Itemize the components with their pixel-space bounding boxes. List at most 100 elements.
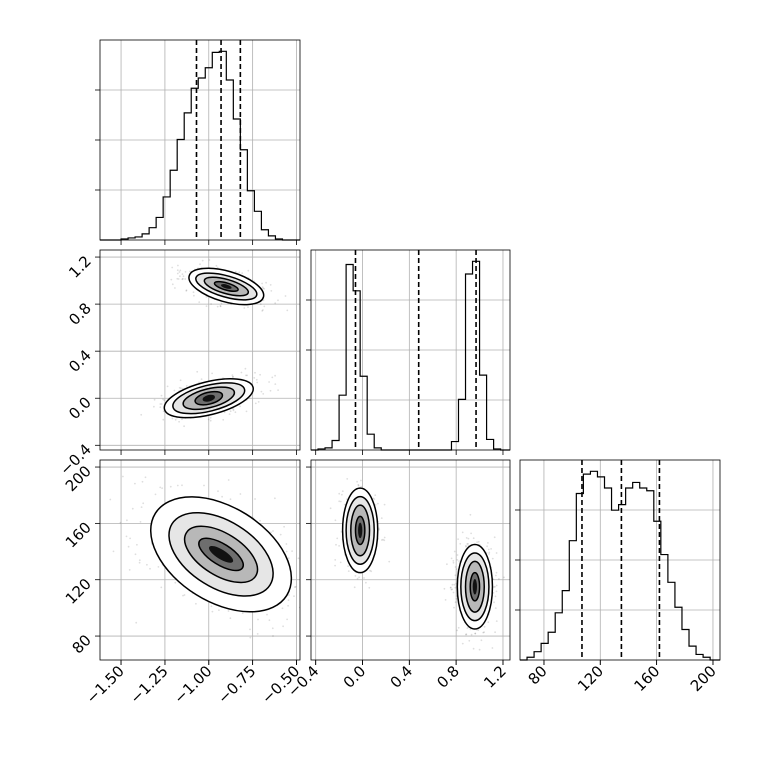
scatter-point [368,586,371,589]
scatter-point [176,269,179,272]
scatter-point [365,581,367,584]
scatter-point [452,561,455,564]
scatter-point [239,493,242,495]
scatter-point [472,537,475,540]
scatter-point [334,564,336,567]
scatter-point [271,376,274,379]
scatter-point [483,631,485,634]
scatter-point [324,628,326,630]
contour-level-2 [203,276,250,297]
scatter-point [171,266,174,269]
scatter-point [274,374,276,377]
scatter-point [483,625,486,628]
scatter-point [294,585,297,588]
scatter-point [370,570,373,573]
scatter-point [339,561,342,564]
panel-body [140,259,289,428]
x-tick-label: −0.75 [214,662,259,707]
scatter-point [469,628,472,631]
scatter-point [294,586,296,588]
scatter-point [358,576,360,579]
scatter-point [162,398,164,401]
scatter-point [253,377,256,379]
grid-lines [520,460,720,660]
scatter-point [241,612,244,615]
scatter-point [234,411,237,414]
scatter-point [271,627,274,630]
scatter-point [303,570,305,572]
scatter-point [372,497,375,500]
scatter-point [493,536,496,539]
scatter-point [454,601,457,604]
scatter-point [465,633,467,636]
scatter-point [249,628,251,631]
scatter-point [179,275,181,278]
scatter-point [283,525,285,528]
scatter-point [162,410,165,412]
scatter-point [234,270,237,273]
y-tick-label: 160 [62,518,95,551]
scatter-point [140,413,143,416]
scatter-point [452,591,455,594]
scatter-point [282,625,284,628]
scatter-point [360,479,362,482]
scatter-point [494,631,496,634]
scatter-point [279,533,282,536]
scatter-point [245,410,248,413]
scatter-point [466,543,469,545]
scatter-point [174,581,177,584]
scatter-point [373,498,376,500]
scatter-point [465,537,468,539]
panel-frame [99,249,301,451]
scatter-point [218,609,220,611]
scatter-point [491,557,494,560]
scatter-point [239,405,242,408]
scatter-point [232,408,235,411]
scatter-point [140,506,143,508]
scatter-point [173,389,176,392]
scatter-point [285,543,288,545]
scatter-point [184,271,187,273]
scatter-point [149,567,151,570]
scatter-point [286,618,288,621]
contour-level-3 [345,495,375,565]
scatter-point [363,577,365,579]
x-tick-label: 200 [687,662,720,695]
scatter-point [467,543,469,545]
scatter-point [185,289,188,291]
scatter-point [374,494,377,497]
scatter-point [245,374,247,377]
scatter-point [217,490,219,493]
scatter-point [227,610,230,612]
scatter-point [159,406,162,409]
scatter-panel-p1-vs-p2: −0.40.00.40.81.2 [56,249,301,479]
scatter-point [450,557,453,560]
scatter-point [455,568,458,570]
scatter-point [277,299,279,302]
scatter-point [357,483,360,486]
scatter-point [335,543,337,546]
scatter-point [183,594,186,596]
contour-level-4 [456,543,494,630]
scatter-point [272,635,274,637]
density-peak [208,545,234,563]
scatter-point [174,287,176,289]
scatter-point [470,633,473,636]
scatter-point [453,550,456,553]
scatter-point [456,554,459,556]
scatter-point [183,425,186,428]
scatter-point [215,264,218,267]
scatter-point [474,632,477,635]
scatter-point [495,552,498,554]
scatter-point [453,583,456,586]
scatter-point [198,301,201,303]
scatter-point [456,559,459,561]
scatter-point [199,263,201,266]
scatter-point [490,548,492,550]
scatter-point [208,259,211,261]
scatter-point [468,639,471,642]
scatter-point [229,498,232,501]
scatter-point [343,503,346,506]
scatter-point [454,566,457,568]
scatter-point [486,545,488,548]
